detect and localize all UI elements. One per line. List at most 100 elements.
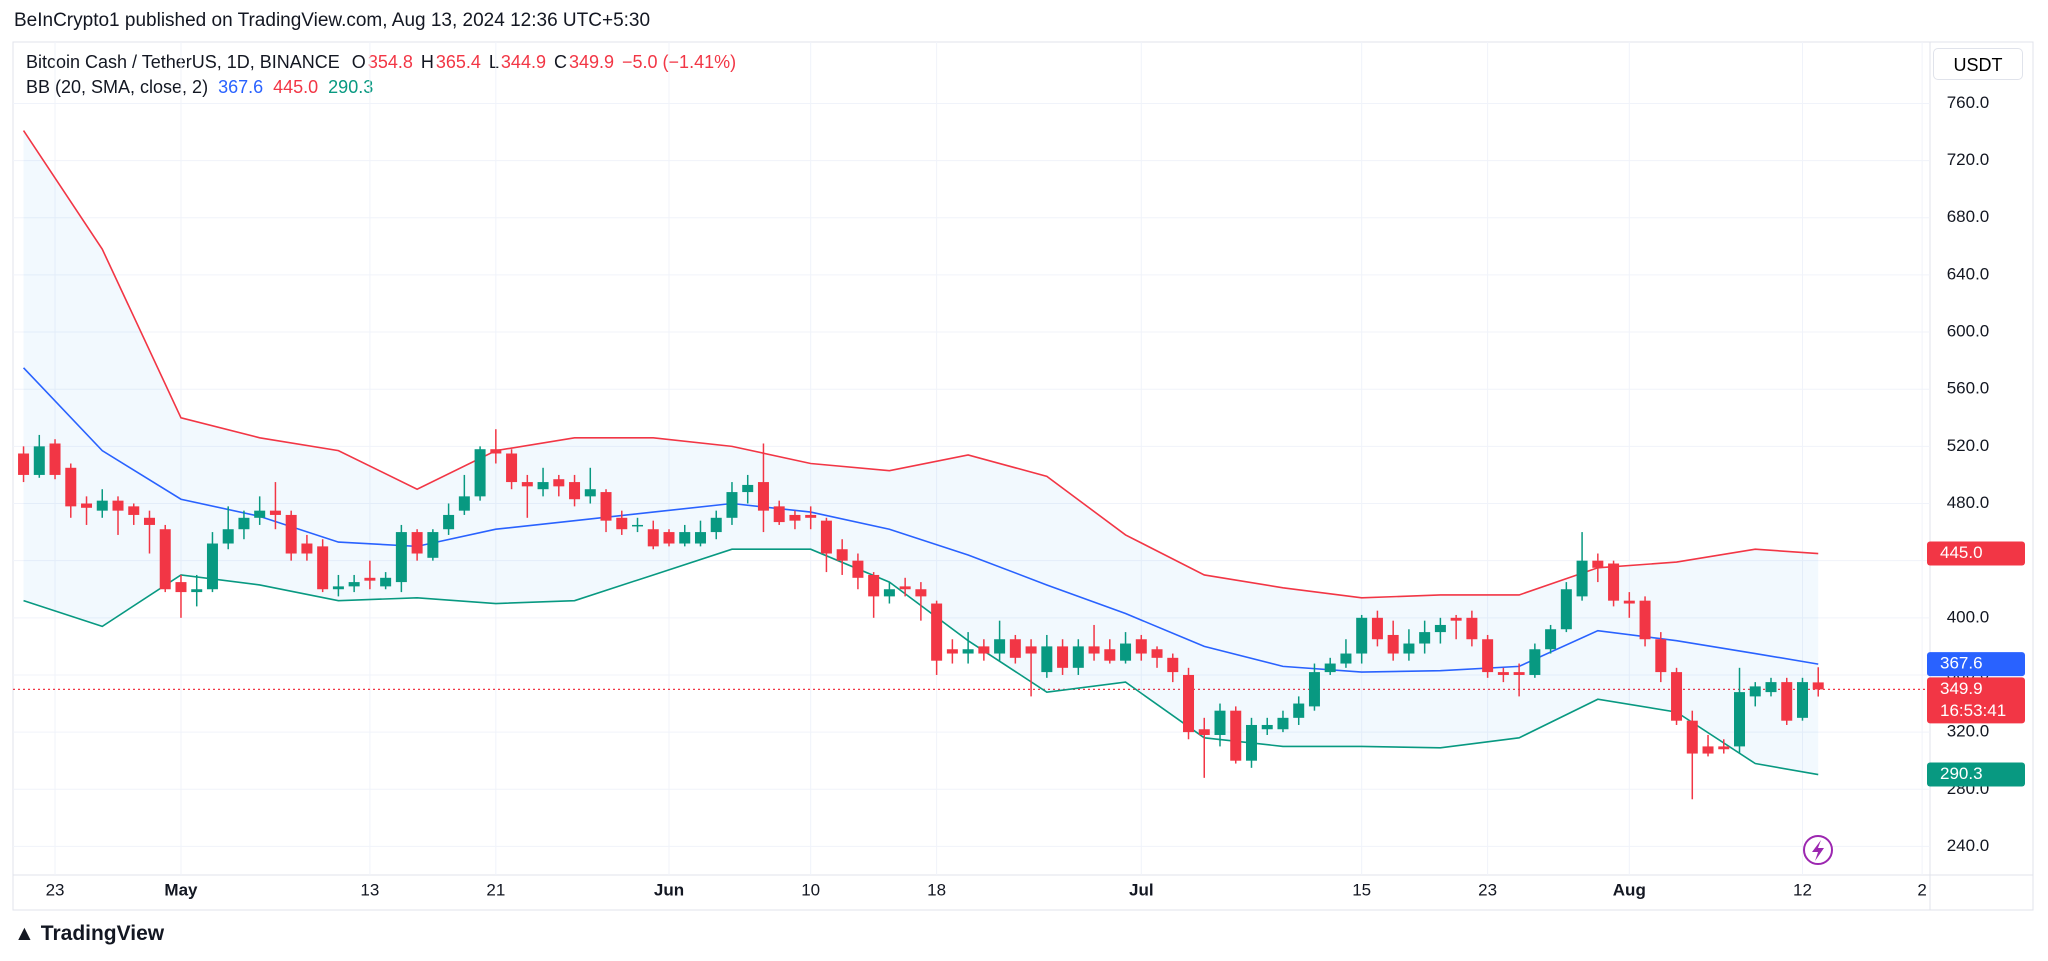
candle-body: [883, 589, 895, 597]
candle-body: [81, 503, 93, 508]
candle-body: [301, 543, 313, 554]
legend-indicator: BB (20, SMA, close, 2) 367.6 445.0 290.3: [26, 77, 383, 98]
candle-body: [899, 586, 911, 590]
candle-body: [553, 479, 565, 487]
candle-body: [254, 510, 266, 518]
candle-body: [1749, 686, 1761, 697]
candle-body: [569, 482, 581, 500]
candle-body: [742, 484, 754, 493]
price-badge: [1927, 762, 2025, 787]
candle-body: [1545, 629, 1557, 650]
price-badge: [1927, 652, 2025, 677]
y-tick-label: 600.0: [1947, 322, 1990, 341]
candle-body: [632, 524, 644, 527]
candle-body: [726, 492, 738, 518]
indicator-value: 290.3: [328, 77, 374, 97]
y-tick-label: 720.0: [1947, 150, 1990, 169]
candle-body: [506, 453, 518, 483]
candle-body: [395, 532, 407, 583]
x-tick-label: 23: [1478, 880, 1497, 899]
candle-body: [1655, 639, 1667, 673]
candle-body: [222, 529, 234, 544]
x-tick-label: 18: [927, 880, 946, 899]
candle-body: [1356, 617, 1368, 654]
candle-body: [332, 586, 344, 590]
candle-body: [33, 446, 45, 475]
x-tick-label: 21: [486, 880, 505, 899]
price-badge: [1927, 677, 2025, 724]
candle-body: [1403, 643, 1415, 654]
candle-body: [1135, 639, 1147, 654]
candle-body: [1796, 682, 1808, 718]
candle-body: [128, 506, 140, 515]
candle-body: [600, 492, 612, 521]
candle-body: [994, 639, 1006, 654]
change: −5.0 (−1.41%): [622, 52, 737, 72]
candle-body: [1482, 639, 1494, 673]
y-tick-label: 640.0: [1947, 264, 1990, 283]
candle-body: [616, 517, 628, 530]
y-tick-label: 520.0: [1947, 436, 1990, 455]
candle-body: [663, 532, 675, 544]
candle-body: [1497, 672, 1509, 675]
price-badge-label: 367.6: [1940, 654, 1983, 673]
band-line: [22, 130, 1819, 599]
candle-body: [1277, 717, 1289, 730]
candle-body: [1183, 674, 1195, 733]
lightning-icon[interactable]: [1803, 835, 1833, 865]
candle-body: [443, 514, 455, 530]
price-badge-label: 290.3: [1940, 764, 1983, 783]
header: BeInCrypto1 published on TradingView.com…: [14, 10, 651, 31]
candle-body: [962, 649, 974, 654]
candle-body: [789, 514, 801, 521]
candle-body: [537, 482, 549, 490]
candle-body: [191, 589, 203, 593]
ohlc-key: L: [488, 52, 499, 72]
candle-body: [1812, 682, 1824, 690]
candle-body: [868, 574, 880, 597]
candle-body: [427, 532, 439, 558]
candle-body: [1765, 682, 1777, 693]
x-tick-label: 15: [1352, 880, 1371, 899]
candle-body: [757, 482, 769, 511]
candle-body: [805, 514, 817, 518]
candle-body: [852, 560, 864, 578]
ohlc-key: H: [420, 52, 434, 72]
candle-body: [159, 529, 171, 590]
candle-body: [521, 482, 533, 487]
frame: [12, 41, 2034, 911]
candle-body: [1104, 649, 1116, 661]
ohlc-key: C: [553, 52, 567, 72]
candle-body: [1387, 634, 1399, 654]
candle-body: [679, 532, 691, 544]
candle-body: [1308, 672, 1320, 707]
price-badge-label: 349.9: [1940, 679, 1983, 698]
ohlc-value: 349.9: [568, 52, 615, 72]
candle-body: [348, 582, 360, 587]
logo-text: TradingView: [40, 922, 165, 945]
candle-body: [1324, 663, 1336, 673]
candle-body: [1781, 682, 1793, 721]
price-badge-label: 445.0: [1940, 543, 1983, 562]
candle-body: [458, 496, 470, 511]
y-tick-label: 480.0: [1947, 493, 1990, 512]
symbol: Bitcoin Cash / TetherUS, 1D, BINANCE: [26, 52, 340, 72]
ohlc-value: 344.9: [500, 52, 546, 72]
currency-button[interactable]: USDT: [1933, 48, 2023, 80]
x-tick-label: Jul: [1129, 880, 1154, 899]
y-tick-label: 320.0: [1947, 722, 1990, 741]
x-tick-label: 13: [360, 880, 379, 899]
candle-body: [143, 517, 155, 525]
y-tick-label: 760.0: [1947, 93, 1990, 112]
candle-body: [1702, 746, 1714, 754]
candle-body: [96, 500, 108, 511]
indicator-value: 445.0: [273, 77, 319, 97]
candle-body: [1151, 649, 1163, 658]
candle-body: [694, 532, 706, 544]
countdown-label: 16:53:41: [1940, 701, 2006, 720]
candle-body: [1686, 720, 1698, 754]
candle-body: [1293, 703, 1305, 718]
candle-body: [1466, 617, 1478, 640]
